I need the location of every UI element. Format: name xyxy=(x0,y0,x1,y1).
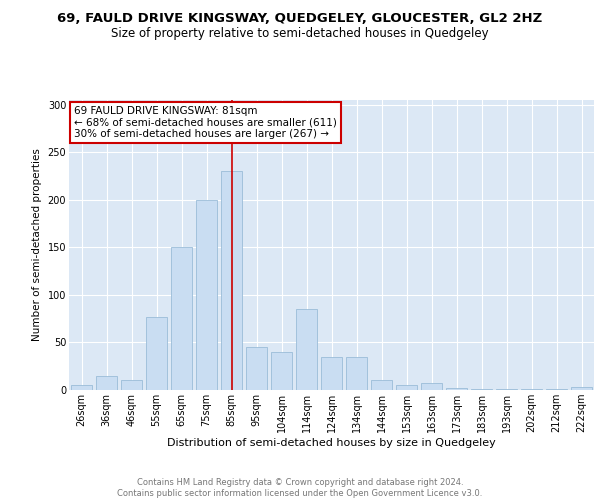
Bar xyxy=(221,172,242,390)
Bar xyxy=(71,385,92,390)
Bar xyxy=(346,356,367,390)
Text: 69 FAULD DRIVE KINGSWAY: 81sqm
← 68% of semi-detached houses are smaller (611)
3: 69 FAULD DRIVE KINGSWAY: 81sqm ← 68% of … xyxy=(74,106,337,139)
Bar xyxy=(421,384,442,390)
Bar xyxy=(446,388,467,390)
Bar xyxy=(196,200,217,390)
Bar xyxy=(496,389,517,390)
Y-axis label: Number of semi-detached properties: Number of semi-detached properties xyxy=(32,148,42,342)
Bar xyxy=(121,380,142,390)
Bar xyxy=(296,309,317,390)
Bar xyxy=(521,389,542,390)
Text: 69, FAULD DRIVE KINGSWAY, QUEDGELEY, GLOUCESTER, GL2 2HZ: 69, FAULD DRIVE KINGSWAY, QUEDGELEY, GLO… xyxy=(58,12,542,26)
Bar xyxy=(171,248,192,390)
Bar xyxy=(271,352,292,390)
Bar xyxy=(246,347,267,390)
Text: Contains HM Land Registry data © Crown copyright and database right 2024.
Contai: Contains HM Land Registry data © Crown c… xyxy=(118,478,482,498)
Text: Size of property relative to semi-detached houses in Quedgeley: Size of property relative to semi-detach… xyxy=(111,28,489,40)
Bar xyxy=(96,376,117,390)
Bar xyxy=(471,389,492,390)
Bar xyxy=(371,380,392,390)
Bar xyxy=(146,317,167,390)
Bar xyxy=(546,389,567,390)
Bar xyxy=(571,387,592,390)
Bar xyxy=(396,385,417,390)
X-axis label: Distribution of semi-detached houses by size in Quedgeley: Distribution of semi-detached houses by … xyxy=(167,438,496,448)
Bar xyxy=(321,356,342,390)
